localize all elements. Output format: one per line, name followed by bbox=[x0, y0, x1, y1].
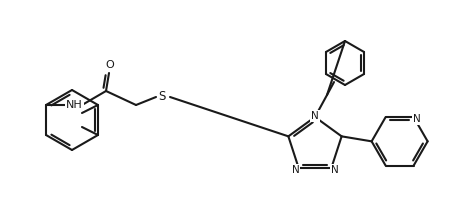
Text: N: N bbox=[413, 114, 420, 124]
Text: N: N bbox=[311, 111, 319, 121]
Text: NH: NH bbox=[66, 100, 82, 110]
Text: O: O bbox=[106, 60, 114, 70]
Text: N: N bbox=[292, 165, 299, 175]
Text: S: S bbox=[158, 90, 166, 104]
Text: N: N bbox=[331, 165, 339, 175]
